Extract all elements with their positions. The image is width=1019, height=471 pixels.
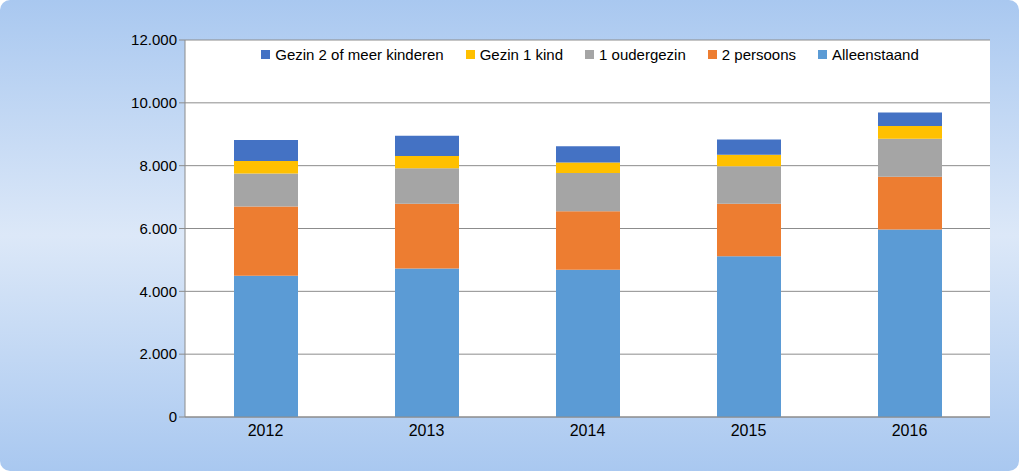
svg-text:6.000: 6.000 (139, 220, 177, 237)
html-text:Gezin 2 of meer kinderen: Gezin 2 of meer kinderen (275, 46, 444, 63)
svg-text:2012: 2012 (248, 422, 284, 439)
svg-text:2014: 2014 (570, 422, 606, 439)
svg-text:2015: 2015 (731, 422, 767, 439)
html-text:1 oudergezin: 1 oudergezin (599, 46, 686, 63)
html-text:2 persoons: 2 persoons (721, 46, 796, 63)
svg-text:2016: 2016 (892, 422, 928, 439)
svg-text:0: 0 (169, 408, 177, 425)
svg-text:2.000: 2.000 (139, 345, 177, 362)
svg-text:12.000: 12.000 (131, 31, 177, 48)
svg-text:8.000: 8.000 (139, 157, 177, 174)
svg-text:2013: 2013 (409, 422, 445, 439)
svg-text:10.000: 10.000 (131, 94, 177, 111)
svg-text:4.000: 4.000 (139, 283, 177, 300)
html-text:Alleenstaand: Alleenstaand (832, 46, 919, 63)
html-text:Gezin 1 kind: Gezin 1 kind (479, 46, 564, 63)
